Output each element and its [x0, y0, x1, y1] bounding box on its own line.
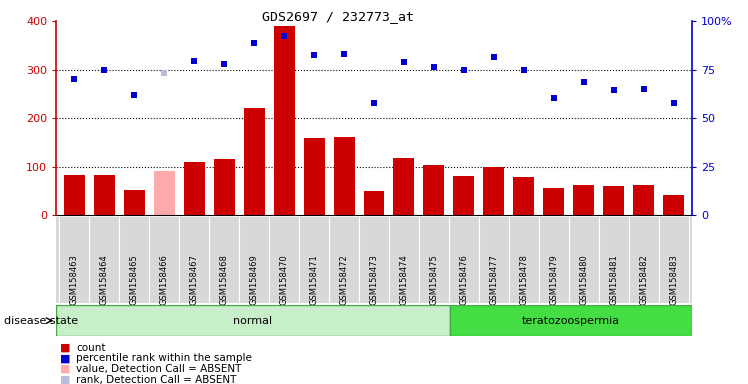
Bar — [393, 158, 414, 215]
Bar — [450, 305, 692, 336]
Bar — [364, 191, 384, 215]
Bar — [513, 177, 535, 215]
Text: ■: ■ — [60, 353, 70, 363]
Text: value, Detection Call = ABSENT: value, Detection Call = ABSENT — [76, 364, 242, 374]
Bar — [123, 190, 144, 215]
Bar — [56, 305, 450, 336]
Text: GDS2697 / 232773_at: GDS2697 / 232773_at — [262, 10, 414, 23]
Bar — [334, 137, 355, 215]
Bar — [94, 175, 114, 215]
Bar — [604, 186, 625, 215]
Bar — [304, 139, 325, 215]
Bar — [423, 165, 444, 215]
Bar — [153, 171, 174, 215]
Bar — [663, 195, 684, 215]
Bar — [634, 185, 654, 215]
Text: ■: ■ — [60, 343, 70, 353]
Bar — [574, 185, 595, 215]
Text: ■: ■ — [60, 375, 70, 384]
Text: count: count — [76, 343, 105, 353]
Text: teratozoospermia: teratozoospermia — [522, 316, 620, 326]
Bar — [274, 26, 295, 215]
Text: disease state: disease state — [4, 316, 78, 326]
Bar — [183, 162, 204, 215]
Bar — [244, 108, 265, 215]
Bar — [453, 176, 474, 215]
Bar — [213, 159, 235, 215]
Bar — [544, 189, 565, 215]
Bar — [64, 175, 85, 215]
Text: rank, Detection Call = ABSENT: rank, Detection Call = ABSENT — [76, 375, 236, 384]
Text: normal: normal — [233, 316, 272, 326]
Text: percentile rank within the sample: percentile rank within the sample — [76, 353, 252, 363]
Bar — [483, 167, 504, 215]
Text: ■: ■ — [60, 364, 70, 374]
